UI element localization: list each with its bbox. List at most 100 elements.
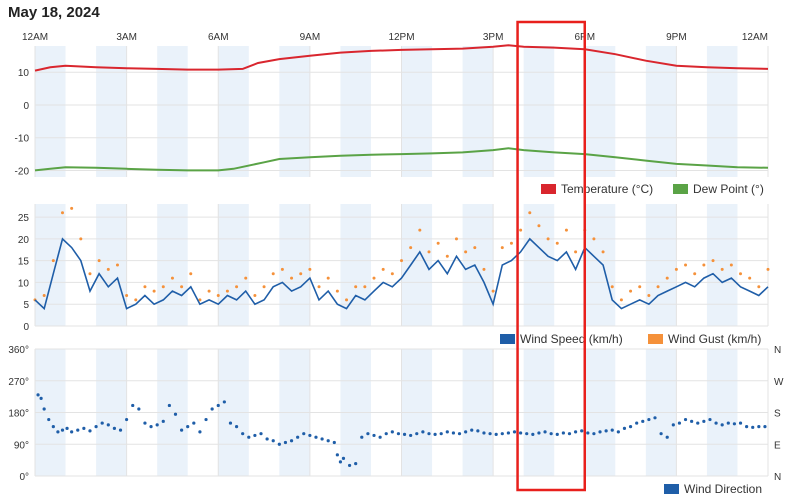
y-tick-label: 0 — [23, 322, 29, 333]
wind-direction-point — [180, 428, 184, 432]
wind-direction-point — [763, 425, 767, 429]
time-band — [279, 46, 310, 177]
legend-dew-point-swatch — [673, 184, 688, 194]
highlight-overlay — [516, 20, 587, 492]
wind-direction-point — [561, 431, 565, 435]
wind-direction-point — [186, 425, 190, 429]
y-tick-label: 0 — [23, 101, 29, 112]
wind-gust-point — [79, 237, 83, 241]
wind-direction-point — [241, 432, 245, 436]
wind-gust-point — [198, 298, 202, 302]
time-band — [523, 204, 555, 326]
dew-point-line — [34, 147, 769, 172]
wind-direction-point — [457, 432, 462, 436]
wind-gust-point — [125, 294, 129, 297]
wind-direction-point — [70, 430, 74, 434]
wind-gust-point — [418, 228, 422, 232]
wind-direction-point — [549, 432, 553, 436]
wind-direction-point — [757, 425, 761, 429]
time-axis-label: 3PM — [483, 32, 504, 43]
wind-direction-point — [94, 425, 98, 429]
wind-gust-point — [60, 211, 64, 215]
time-band — [462, 46, 494, 177]
wind-direction-point — [234, 425, 239, 429]
wind-direction-point — [476, 429, 480, 433]
wind-direction-point — [167, 403, 171, 408]
time-band — [340, 204, 371, 326]
y-tick-label: 25 — [18, 213, 30, 224]
wind-direction-point — [573, 430, 578, 434]
wind-direction-point — [555, 432, 559, 436]
legend-dew-point-label: Dew Point (°) — [693, 182, 764, 196]
wind-gust-point — [290, 276, 294, 280]
legend-wind-speed-label: Wind Speed (km/h) — [520, 332, 623, 346]
wind-direction-point — [635, 421, 639, 425]
wind-gust-point — [326, 276, 330, 280]
wind-direction-point — [628, 425, 633, 429]
wind-direction-point — [445, 430, 449, 434]
wind-direction-point — [366, 432, 370, 436]
time-band — [340, 46, 371, 177]
wind-direction-point — [665, 435, 669, 439]
legend-wind-speed-swatch — [500, 334, 515, 344]
y-tick-label: 10 — [18, 68, 30, 79]
wind-direction-point — [247, 435, 251, 439]
wind-direction-point — [332, 440, 336, 445]
wind-direction-point — [39, 396, 43, 400]
wind-direction-point — [338, 460, 343, 464]
wind-direction-point — [308, 433, 312, 438]
wind-gust-point — [674, 267, 678, 271]
wind-direction-point — [137, 407, 141, 411]
legend-wind-direction-label: Wind Direction — [684, 482, 762, 496]
wind-direction-point — [732, 422, 737, 426]
wind-direction-point — [210, 407, 214, 411]
wind-gust-point — [299, 272, 303, 276]
wind-gust-point — [115, 263, 119, 267]
wind-direction-point — [537, 431, 541, 435]
wind-direction-point — [372, 433, 376, 438]
wind-gust-point — [720, 267, 724, 271]
wind-direction-point — [464, 430, 468, 434]
wind-direction-point — [702, 419, 706, 423]
wind-direction-point — [204, 417, 208, 422]
time-axis-label: 12AM — [742, 32, 768, 43]
time-band — [96, 204, 127, 326]
y-tick-label: 360° — [8, 345, 29, 356]
wind-direction-point — [131, 403, 135, 408]
wind-gust-point — [42, 294, 46, 297]
chart-grid — [34, 46, 769, 477]
time-axis-label: 3AM — [116, 32, 137, 43]
wind-gust-point — [354, 285, 358, 289]
wind-gust-point — [317, 285, 321, 289]
time-axis-label: 9AM — [300, 32, 321, 43]
time-axis-label: 9PM — [666, 32, 687, 43]
wind-speed-line — [34, 237, 769, 311]
wind-gust-point — [528, 211, 532, 215]
wind-gust-point — [610, 285, 614, 289]
wind-direction-point — [647, 417, 651, 422]
wind-direction-point — [592, 432, 596, 436]
time-band — [645, 46, 677, 177]
wind-direction-point — [60, 428, 65, 432]
wind-gust-point — [235, 285, 239, 289]
temperature-line — [34, 44, 769, 72]
wind-direction-point — [641, 419, 645, 423]
wind-gust-point — [656, 285, 660, 289]
wind-direction-point — [341, 456, 346, 460]
wind-gust-point — [702, 263, 706, 267]
wind-direction-point — [415, 432, 419, 436]
y-tick-label: -10 — [15, 134, 30, 145]
wind-direction-point — [745, 425, 749, 429]
wind-direction-point — [439, 432, 443, 436]
wind-direction-point — [519, 431, 523, 435]
wind-direction-point — [173, 412, 178, 416]
wind-direction-point — [106, 423, 110, 427]
wind-gust-point — [152, 289, 156, 293]
wind-direction-point — [198, 430, 202, 434]
time-band — [401, 46, 433, 177]
wind-gust-point — [70, 206, 74, 210]
wind-gust-point — [308, 267, 312, 271]
time-band — [157, 46, 188, 177]
wind-direction-point — [738, 421, 743, 425]
time-band — [706, 204, 738, 326]
